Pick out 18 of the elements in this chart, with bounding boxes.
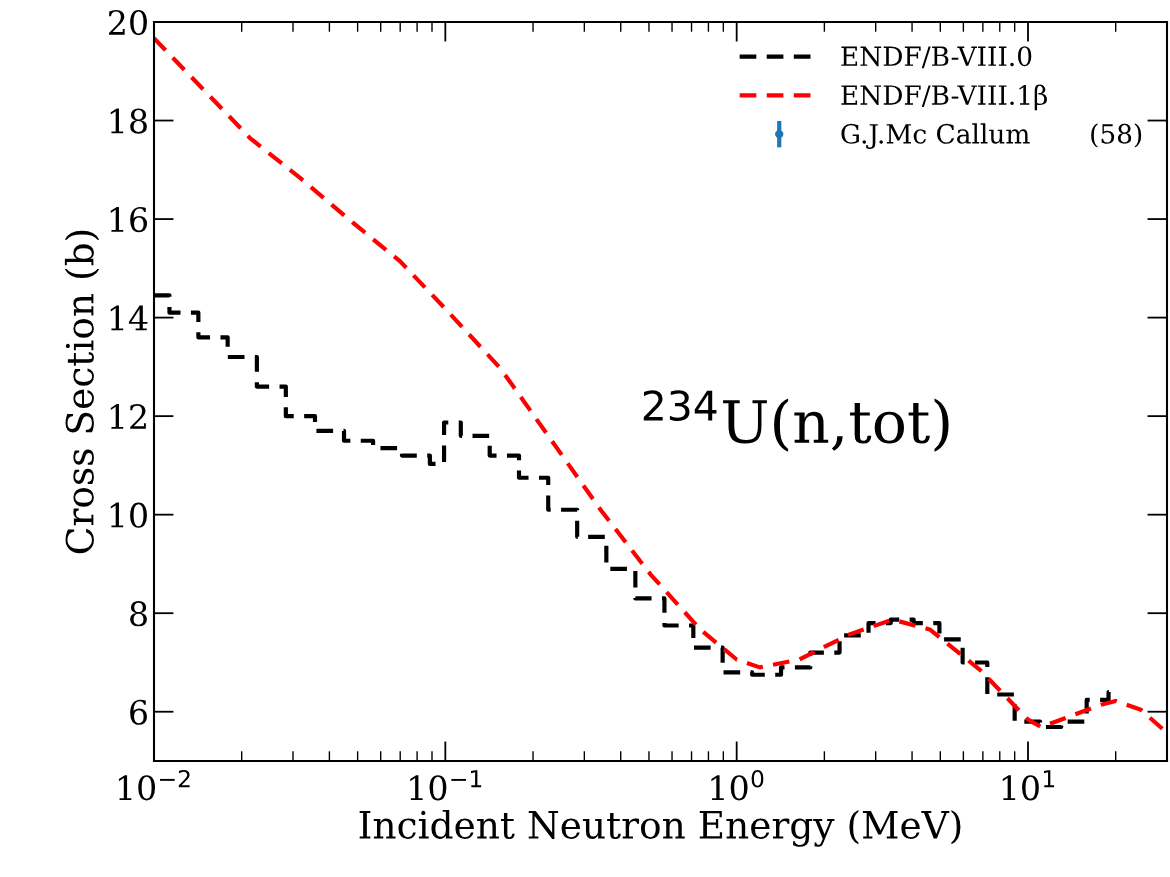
y-tick-label: 16 [110,206,148,233]
y-tick-label: 8 [130,601,147,627]
x-tick-label: 10$^{0}$ [711,769,764,801]
x-tick-label: 10$^{−1}$ [410,770,482,801]
y-tick-label: 10 [110,502,147,528]
legend-label: ENDF/B-VIII.1β [841,84,1047,111]
annotation: $^{234}$U(n,tot) [643,390,949,452]
x-axis-title: Incident Neutron Energy (MeV) [359,809,961,847]
legend-label: ENDF/B-VIII.0 [841,46,1032,69]
y-tick-label: 20 [108,9,147,36]
y-tick-label: 6 [130,699,148,725]
y-tick-label: 14 [110,305,148,331]
x-tick-label: 10$^{−2}$ [118,769,190,801]
x-tick-label: 10$^{1}$ [1002,770,1055,801]
y-axis-title: Cross Section (b) [64,230,100,554]
y-tick-label: 18 [110,108,147,134]
y-tick-label: 12 [110,404,146,429]
legend-label: G.J.Mc Callum (58) [841,123,1142,149]
